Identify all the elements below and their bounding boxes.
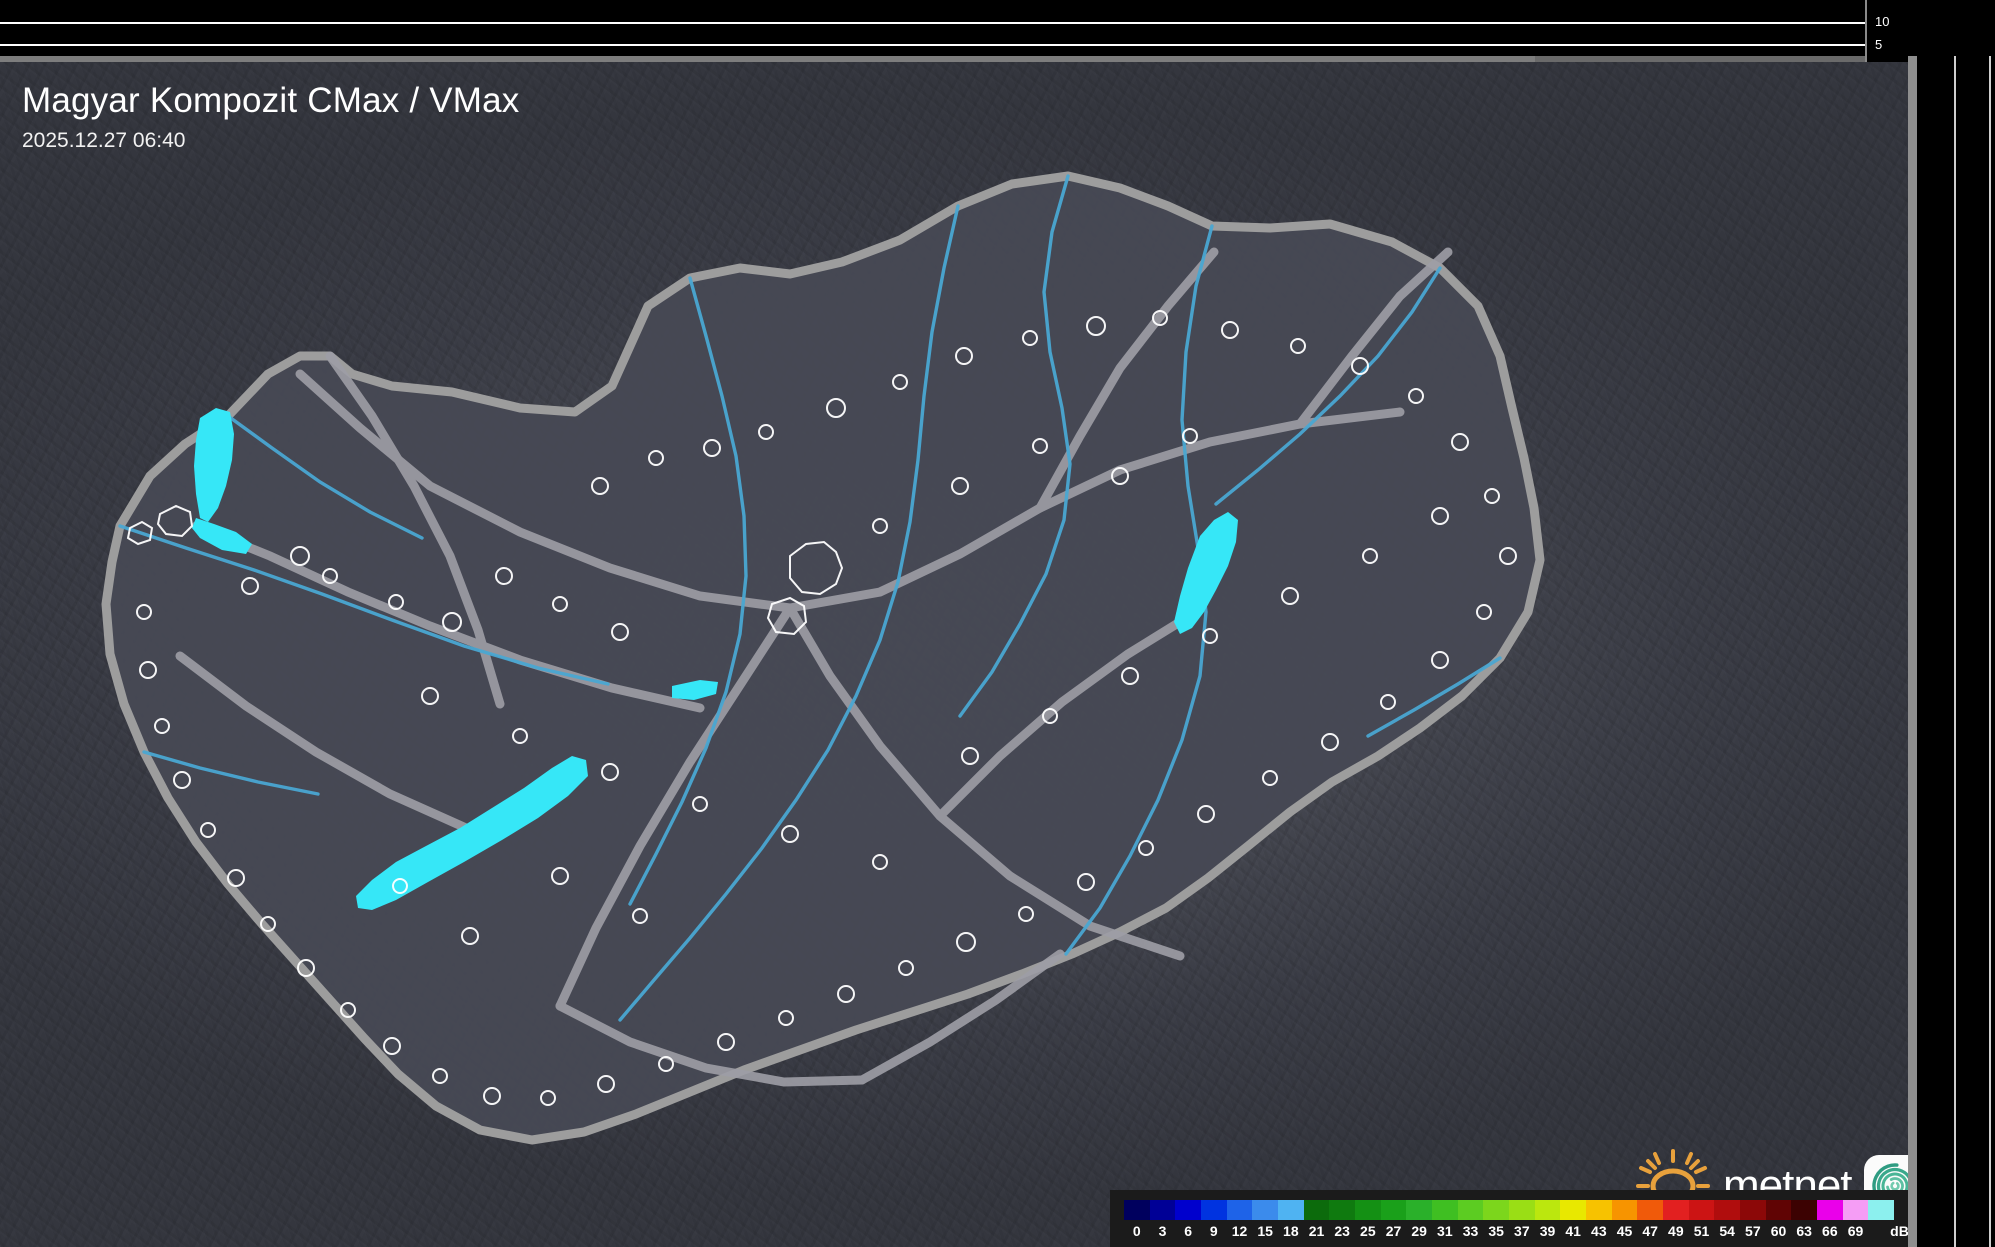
dbz-swatch [1329, 1200, 1356, 1220]
dbz-tick-label: 15 [1257, 1223, 1273, 1239]
dbz-colorbar-gradient [1124, 1200, 1895, 1220]
gutter-line [1954, 56, 1956, 1247]
chart-gridline [0, 44, 1865, 46]
dbz-swatch [1817, 1200, 1843, 1220]
dbz-tick-label: 51 [1693, 1223, 1710, 1239]
dbz-tick-label: 29 [1411, 1223, 1427, 1239]
dbz-tick-label: 27 [1385, 1223, 1402, 1239]
dbz-tick-label: 31 [1437, 1223, 1453, 1239]
dbz-tick-label: 9 [1209, 1223, 1218, 1239]
dbz-swatch [1509, 1200, 1535, 1220]
dbz-swatch [1355, 1200, 1381, 1220]
vertical-scrollbar[interactable] [1908, 56, 1917, 1247]
dbz-tick-label: 35 [1488, 1223, 1504, 1239]
dbz-tick-label: 37 [1514, 1223, 1530, 1239]
dbz-tick-label: 41 [1565, 1223, 1581, 1239]
dbz-swatch [1791, 1200, 1818, 1220]
dbz-tick-label: 33 [1462, 1223, 1479, 1239]
river-network [118, 174, 1502, 1022]
dbz-swatch [1124, 1200, 1150, 1220]
chart-progress-bar[interactable] [0, 56, 1865, 62]
dbz-colorbar-labels: 0 3 6 9 12 15 18 21 23 25 27 29 31 33 35 37 39 41 43 45 47 49… [1124, 1223, 1917, 1243]
right-gutter [1908, 0, 1995, 1247]
chart-y-tick-5: 5 [1875, 37, 1883, 52]
dbz-tick-label: 3 [1158, 1223, 1167, 1239]
dbz-swatch [1226, 1200, 1253, 1220]
dbz-swatch [1560, 1200, 1587, 1220]
dbz-colorbar-panel: 0 3 6 9 12 15 18 21 23 25 27 29 31 33 35 37 39 41 43 45 47 49… [1110, 1190, 1917, 1247]
dbz-tick-label: 66 [1822, 1223, 1838, 1239]
lake-tisza [1174, 512, 1238, 634]
dbz-swatch [1842, 1200, 1869, 1220]
dbz-tick-label: 63 [1796, 1223, 1812, 1239]
dbz-swatch [1637, 1200, 1664, 1220]
dbz-tick-label: 18 [1283, 1223, 1299, 1239]
dbz-swatch [1406, 1200, 1433, 1220]
chart-progress-fill [1535, 56, 1865, 62]
dbz-swatch [1432, 1200, 1458, 1220]
settlement-outlines [126, 310, 1517, 1106]
hungary-map-layers [101, 171, 1545, 1145]
dbz-tick-label: 25 [1360, 1223, 1376, 1239]
dbz-swatch [1688, 1200, 1715, 1220]
top-chart-strip: 10 5 5 10 [0, 0, 1995, 62]
lake-polygons [192, 408, 1238, 910]
dbz-swatch [1868, 1200, 1895, 1220]
lake-ferto-south [192, 518, 252, 554]
dbz-tick-label: 0 [1132, 1223, 1141, 1239]
gutter-line [1989, 56, 1991, 1247]
dbz-swatch [1534, 1200, 1561, 1220]
dbz-tick-label: 57 [1745, 1223, 1761, 1239]
dbz-swatch [1765, 1200, 1792, 1220]
dbz-swatch [1483, 1200, 1510, 1220]
dbz-swatch [1252, 1200, 1279, 1220]
dbz-tick-label: 45 [1616, 1223, 1633, 1239]
dbz-tick-label: 21 [1308, 1223, 1325, 1239]
dbz-tick-label: 12 [1231, 1223, 1248, 1239]
lake-velence [672, 680, 718, 700]
dbz-swatch [1586, 1200, 1612, 1220]
national-border [101, 171, 1545, 1145]
dbz-tick-label: 6 [1184, 1223, 1193, 1239]
chart-y-tick-10: 10 [1875, 14, 1890, 29]
dbz-tick-label: 49 [1668, 1223, 1684, 1239]
dbz-tick-label: 43 [1591, 1223, 1607, 1239]
motorway-network [175, 247, 1453, 1087]
dbz-swatch [1201, 1200, 1227, 1220]
lake-balaton [356, 756, 588, 910]
dbz-tick-label: 23 [1334, 1223, 1350, 1239]
dbz-tick-label: 69 [1847, 1223, 1864, 1239]
dbz-swatch [1380, 1200, 1407, 1220]
dbz-swatch [1149, 1200, 1176, 1220]
dbz-swatch [1740, 1200, 1766, 1220]
dbz-swatch [1663, 1200, 1689, 1220]
dbz-swatch [1278, 1200, 1304, 1220]
dbz-swatch [1611, 1200, 1638, 1220]
dbz-tick-label: 54 [1719, 1223, 1735, 1239]
chart-axis-line [1865, 0, 1867, 62]
dbz-swatch [1714, 1200, 1741, 1220]
dbz-swatch [1457, 1200, 1484, 1220]
dbz-tick-label: 47 [1642, 1223, 1658, 1239]
radar-map-canvas[interactable]: Magyar Kompozit CMax / VMax 2025.12.27 0… [0, 56, 1908, 1247]
dbz-tick-label: 39 [1539, 1223, 1556, 1239]
gutter-top-block [1917, 0, 1995, 56]
dbz-tick-label: 60 [1770, 1223, 1787, 1239]
dbz-swatch [1303, 1200, 1330, 1220]
chart-gridline [0, 22, 1865, 24]
dbz-swatch [1175, 1200, 1202, 1220]
lake-ferto [194, 408, 234, 522]
